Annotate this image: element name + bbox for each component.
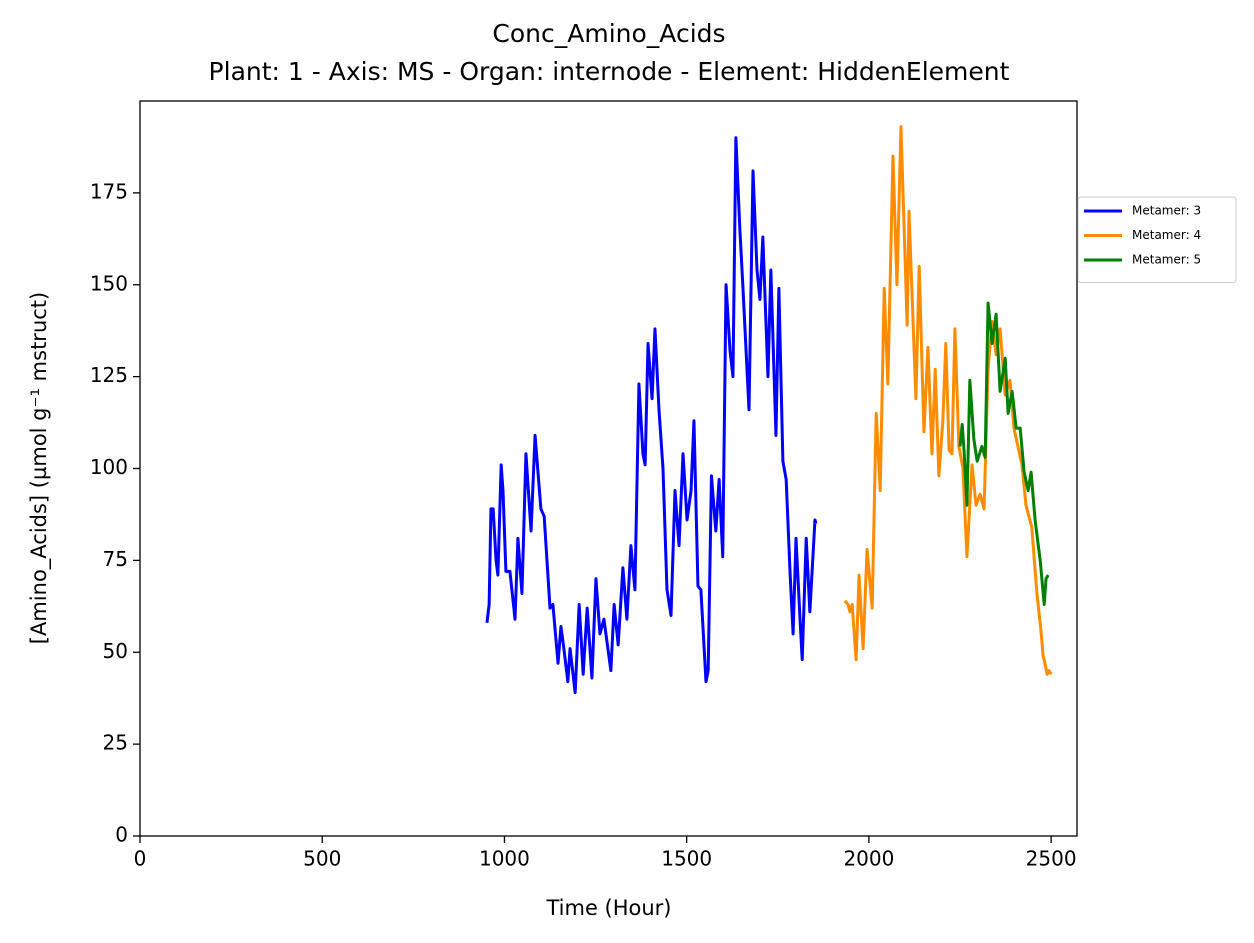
x-tick-label: 500	[303, 847, 341, 871]
x-tick-label: 1500	[661, 847, 712, 871]
y-tick-label: 25	[103, 731, 128, 755]
y-tick-label: 0	[115, 823, 128, 847]
y-axis-label: [Amino_Acids] (µmol g⁻¹ mstruct)	[27, 292, 52, 644]
legend-label: Metamer: 4	[1132, 228, 1201, 242]
y-tick-label: 175	[90, 179, 128, 203]
y-tick-label: 100	[90, 455, 128, 479]
x-tick-label: 0	[134, 847, 147, 871]
chart-subtitle: Plant: 1 - Axis: MS - Organ: internode -…	[209, 57, 1010, 86]
x-tick-label: 1000	[479, 847, 530, 871]
x-tick-label: 2000	[843, 847, 894, 871]
y-tick-label: 75	[103, 547, 128, 571]
y-tick-label: 125	[90, 363, 128, 387]
data-line	[485, 136, 818, 695]
legend-label: Metamer: 3	[1132, 204, 1201, 218]
legend-label: Metamer: 5	[1132, 253, 1201, 267]
legend: Metamer: 3 Metamer: 4 Metamer: 5	[1077, 196, 1237, 283]
x-tick-label: 2500	[1026, 847, 1077, 871]
data-line	[843, 125, 1053, 676]
y-tick-label: 50	[103, 639, 128, 663]
y-tick-label: 150	[90, 271, 128, 295]
chart-title: Conc_Amino_Acids	[492, 19, 725, 48]
plot-frame	[139, 100, 1078, 837]
x-axis-label: Time (Hour)	[545, 896, 671, 920]
data-line	[958, 301, 1050, 606]
